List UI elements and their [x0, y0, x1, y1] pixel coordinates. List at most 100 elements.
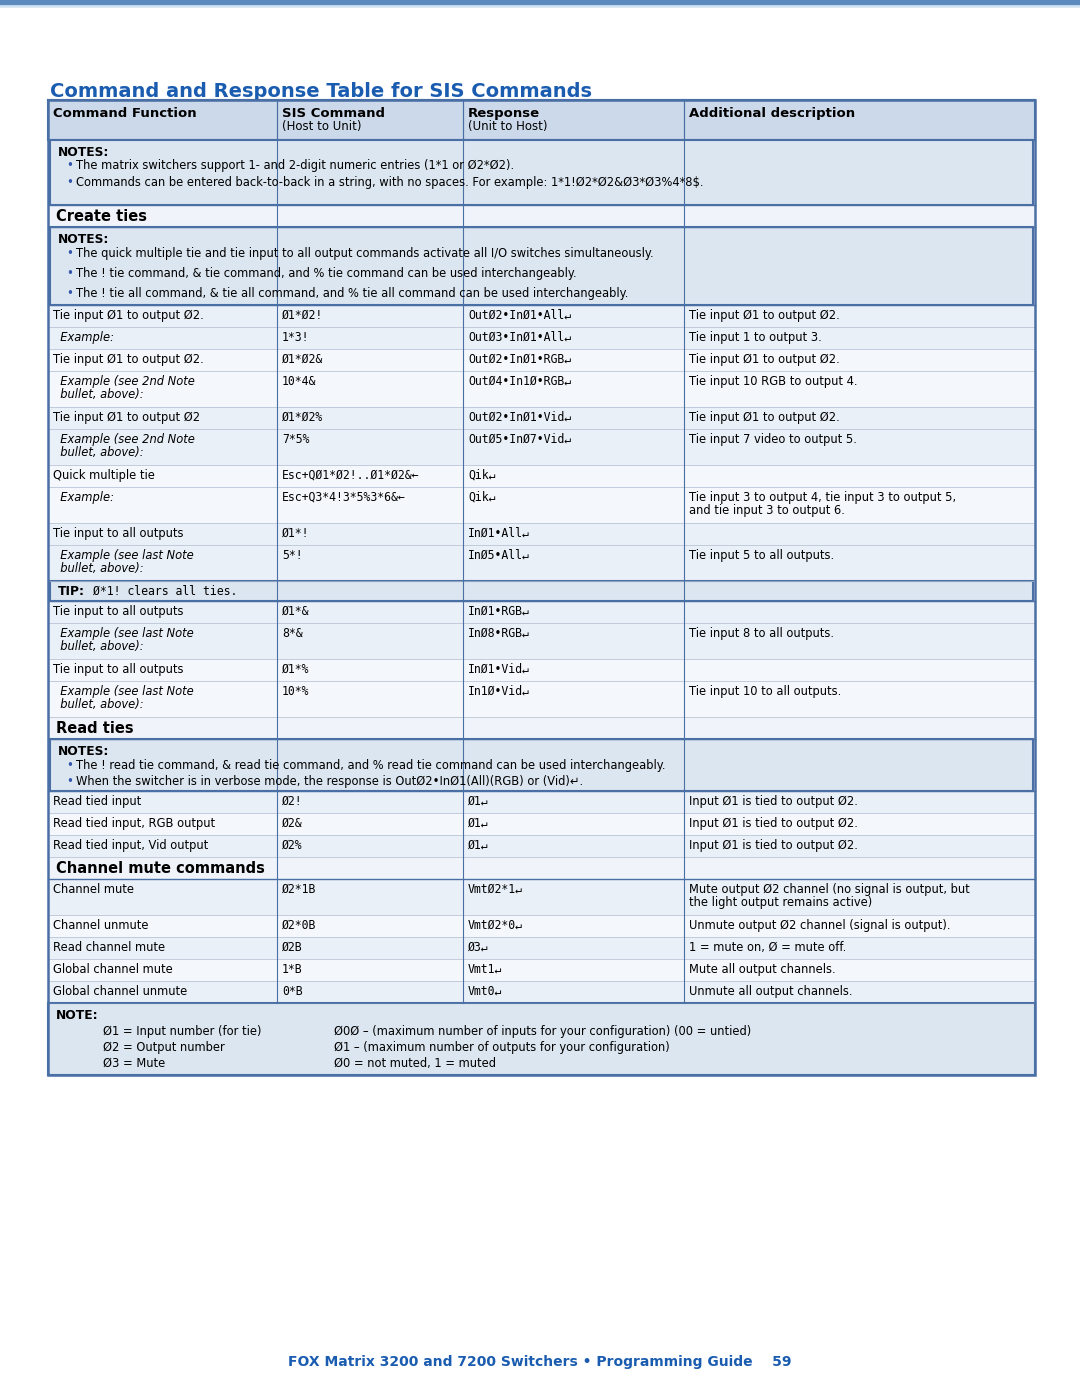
- Text: Example (see last Note: Example (see last Note: [53, 627, 193, 640]
- Bar: [48, 429, 1035, 465]
- Text: Mute all output channels.: Mute all output channels.: [689, 963, 836, 977]
- Text: Ø2*1B: Ø2*1B: [282, 883, 316, 895]
- Text: Ø3 = Mute: Ø3 = Mute: [103, 1058, 165, 1070]
- Text: FOX Matrix 3200 and 7200 Switchers • Programming Guide    59: FOX Matrix 3200 and 7200 Switchers • Pro…: [288, 1355, 792, 1369]
- Bar: [48, 101, 1035, 1076]
- Text: The matrix switchers support 1- and 2-digit numeric entries (1*1 or Ø2*Ø2).: The matrix switchers support 1- and 2-di…: [76, 159, 514, 172]
- Text: InØ5•All↵: InØ5•All↵: [468, 549, 530, 562]
- Text: Qik↵: Qik↵: [468, 469, 496, 482]
- Text: Ø1↵: Ø1↵: [468, 840, 488, 852]
- Bar: [48, 937, 1035, 958]
- Text: Example (see 2nd Note: Example (see 2nd Note: [53, 433, 194, 446]
- Text: Ø1*%: Ø1*%: [282, 664, 310, 676]
- Bar: [50, 739, 1032, 791]
- Text: VmtØ2*1↵: VmtØ2*1↵: [468, 883, 523, 895]
- Text: InØ8•RGB↵: InØ8•RGB↵: [468, 627, 530, 640]
- Text: •: •: [66, 286, 72, 300]
- Text: Tie input Ø1 to output Ø2.: Tie input Ø1 to output Ø2.: [53, 309, 204, 321]
- Bar: [48, 522, 1035, 545]
- Text: Ø1↵: Ø1↵: [468, 795, 488, 807]
- Text: Command Function: Command Function: [53, 108, 197, 120]
- Text: InØ1•RGB↵: InØ1•RGB↵: [468, 605, 530, 617]
- Text: Tie input 10 to all outputs.: Tie input 10 to all outputs.: [689, 685, 841, 698]
- Text: Ø1↵: Ø1↵: [468, 817, 488, 830]
- Text: Response: Response: [468, 108, 540, 120]
- Text: Read channel mute: Read channel mute: [53, 942, 165, 954]
- Text: Ø1*Ø2&: Ø1*Ø2&: [282, 353, 323, 366]
- Bar: [48, 879, 1035, 915]
- Text: The ! read tie command, & read tie command, and % read tie command can be used i: The ! read tie command, & read tie comma…: [76, 759, 665, 773]
- Bar: [48, 407, 1035, 429]
- Text: Mute output Ø2 channel (no signal is output, but: Mute output Ø2 channel (no signal is out…: [689, 883, 970, 895]
- Text: •: •: [66, 159, 72, 172]
- Text: Ø0 = not muted, 1 = muted: Ø0 = not muted, 1 = muted: [334, 1058, 496, 1070]
- Text: Ø1*Ø2%: Ø1*Ø2%: [282, 411, 323, 425]
- Text: The ! tie command, & tie command, and % tie command can be used interchangeably.: The ! tie command, & tie command, and % …: [76, 267, 577, 279]
- Text: •: •: [66, 176, 72, 189]
- Text: VmtØ2*0↵: VmtØ2*0↵: [468, 919, 523, 932]
- Text: Channel unmute: Channel unmute: [53, 919, 149, 932]
- Text: Ø*1! clears all ties.: Ø*1! clears all ties.: [93, 585, 238, 598]
- Text: Tie input 7 video to output 5.: Tie input 7 video to output 5.: [689, 433, 856, 446]
- Bar: [48, 915, 1035, 937]
- Text: Tie input 5 to all outputs.: Tie input 5 to all outputs.: [689, 549, 834, 562]
- Text: Example (see last Note: Example (see last Note: [53, 549, 193, 562]
- Text: The quick multiple tie and tie input to all output commands activate all I/O swi: The quick multiple tie and tie input to …: [76, 247, 653, 260]
- Bar: [50, 581, 1032, 601]
- Bar: [0, 0, 1080, 6]
- Bar: [50, 226, 1032, 305]
- Text: 1*B: 1*B: [282, 963, 302, 977]
- Text: Unmute all output channels.: Unmute all output channels.: [689, 985, 852, 997]
- Bar: [48, 623, 1035, 659]
- Bar: [48, 856, 1035, 879]
- Text: Ø0Ø – (maximum number of inputs for your configuration) (00 = untied): Ø0Ø – (maximum number of inputs for your…: [334, 1025, 752, 1038]
- Text: Channel mute: Channel mute: [53, 883, 134, 895]
- Text: Ø2&: Ø2&: [282, 817, 302, 830]
- Text: NOTES:: NOTES:: [58, 233, 109, 246]
- Text: Tie input Ø1 to output Ø2.: Tie input Ø1 to output Ø2.: [53, 353, 204, 366]
- Bar: [48, 305, 1035, 327]
- Bar: [48, 205, 1035, 226]
- Text: Example (see last Note: Example (see last Note: [53, 685, 193, 698]
- Bar: [48, 488, 1035, 522]
- Text: OutØ2•InØ1•All↵: OutØ2•InØ1•All↵: [468, 309, 571, 321]
- Text: Qik↵: Qik↵: [468, 490, 496, 504]
- Text: In1Ø•Vid↵: In1Ø•Vid↵: [468, 685, 530, 698]
- Text: OutØ5•InØ7•Vid↵: OutØ5•InØ7•Vid↵: [468, 433, 571, 446]
- Bar: [48, 835, 1035, 856]
- Text: When the switcher is in verbose mode, the response is OutØ2•InØ1(All)(RGB) or (V: When the switcher is in verbose mode, th…: [76, 775, 583, 788]
- Text: Input Ø1 is tied to output Ø2.: Input Ø1 is tied to output Ø2.: [689, 795, 858, 807]
- Text: 8*&: 8*&: [282, 627, 302, 640]
- Text: •: •: [66, 267, 72, 279]
- Text: Ø1 – (maximum number of outputs for your configuration): Ø1 – (maximum number of outputs for your…: [334, 1041, 670, 1053]
- Text: Read ties: Read ties: [56, 721, 134, 736]
- Text: 5*!: 5*!: [282, 549, 302, 562]
- Text: 0*B: 0*B: [282, 985, 302, 997]
- Bar: [48, 717, 1035, 739]
- Text: Ø1*!: Ø1*!: [282, 527, 310, 541]
- Text: Create ties: Create ties: [56, 210, 147, 224]
- Text: Tie input 3 to output 4, tie input 3 to output 5,: Tie input 3 to output 4, tie input 3 to …: [689, 490, 956, 504]
- Bar: [48, 659, 1035, 680]
- Bar: [48, 791, 1035, 813]
- Text: bullet, above):: bullet, above):: [53, 446, 144, 460]
- Text: 10*4&: 10*4&: [282, 374, 316, 388]
- Text: (Unit to Host): (Unit to Host): [468, 120, 548, 133]
- Text: OutØ4•In1Ø•RGB↵: OutØ4•In1Ø•RGB↵: [468, 374, 571, 388]
- Text: Tie input Ø1 to output Ø2.: Tie input Ø1 to output Ø2.: [689, 353, 840, 366]
- Text: Esc+QØ1*Ø2!..Ø1*Ø2&←: Esc+QØ1*Ø2!..Ø1*Ø2&←: [282, 469, 419, 482]
- Text: Esc+Q3*4!3*5%3*6&←: Esc+Q3*4!3*5%3*6&←: [282, 490, 406, 504]
- Text: 7*5%: 7*5%: [282, 433, 310, 446]
- Text: Ø1 = Input number (for tie): Ø1 = Input number (for tie): [103, 1025, 261, 1038]
- Text: Global channel unmute: Global channel unmute: [53, 985, 187, 997]
- Text: NOTES:: NOTES:: [58, 745, 109, 759]
- Text: bullet, above):: bullet, above):: [53, 562, 144, 576]
- Text: 1 = mute on, Ø = mute off.: 1 = mute on, Ø = mute off.: [689, 942, 847, 954]
- Text: Tie input 8 to all outputs.: Tie input 8 to all outputs.: [689, 627, 834, 640]
- Text: Command and Response Table for SIS Commands: Command and Response Table for SIS Comma…: [50, 82, 592, 101]
- Bar: [48, 813, 1035, 835]
- Bar: [48, 372, 1035, 407]
- Text: 1*3!: 1*3!: [282, 331, 310, 344]
- Text: and tie input 3 to output 6.: and tie input 3 to output 6.: [689, 504, 845, 517]
- Text: •: •: [66, 775, 72, 788]
